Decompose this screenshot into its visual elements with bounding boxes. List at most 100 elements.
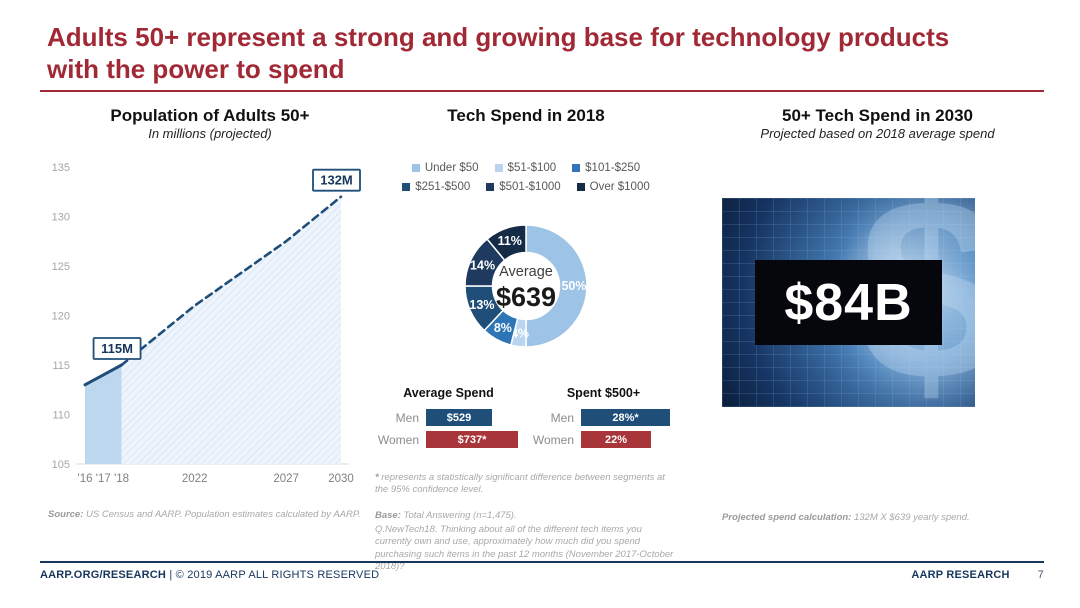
bar-track: $737* bbox=[426, 431, 522, 448]
legend-item: Under $50 bbox=[411, 162, 479, 175]
base-label: Base: bbox=[375, 510, 401, 521]
legend-swatch bbox=[576, 183, 585, 192]
spend-2030-subtitle: Projected based on 2018 average spend bbox=[760, 126, 995, 142]
donut-segment-label: 4% bbox=[511, 327, 529, 341]
bar-track: 28%* bbox=[581, 409, 677, 426]
population-section: Population of Adults 50+ In millions (pr… bbox=[40, 105, 380, 520]
bar-row: Women 22% bbox=[530, 431, 677, 448]
population-source-note: Source: US Census and AARP. Population e… bbox=[48, 509, 378, 521]
legend-label: Over $1000 bbox=[589, 181, 650, 194]
gender-bar-charts: Average Spend Men $529 Women $737* Spent $50… bbox=[375, 386, 677, 453]
footer-brand: AARP.ORG/RESEARCH bbox=[40, 569, 167, 581]
x-axis-tick: '17 bbox=[96, 473, 111, 485]
legend-item: Over $1000 bbox=[576, 181, 650, 194]
spent-500-chart: Spent $500+ Men 28%* Women 22% bbox=[530, 386, 677, 453]
legend-label: $501-$1000 bbox=[499, 181, 561, 194]
legend-swatch bbox=[402, 183, 411, 192]
donut-segment-label: 13% bbox=[469, 298, 494, 312]
average-spend-chart: Average Spend Men $529 Women $737* bbox=[375, 386, 522, 453]
y-axis-tick: 120 bbox=[52, 311, 70, 323]
y-axis-tick: 125 bbox=[52, 261, 70, 273]
x-axis-tick: '18 bbox=[114, 473, 129, 485]
legend-label: $251-$500 bbox=[415, 181, 471, 194]
big-value: $84B bbox=[784, 273, 913, 332]
big-value-box: $84B bbox=[755, 260, 942, 345]
base-note: Base: Total Answering (n=1,475). bbox=[375, 510, 675, 522]
donut-segment bbox=[525, 224, 588, 349]
legend-label: $51-$100 bbox=[507, 162, 557, 175]
bar-category-label: Men bbox=[550, 410, 574, 425]
calculation-note: Projected spend calculation: 132M X $639… bbox=[722, 512, 1037, 524]
data-label: 115M bbox=[101, 341, 133, 356]
legend-item: $101-$250 bbox=[572, 162, 640, 174]
x-axis-tick: 2030 bbox=[328, 473, 354, 485]
footer-copyright: | © 2019 AARP ALL RIGHTS RESERVED bbox=[166, 569, 380, 581]
bar-track: $529 bbox=[426, 409, 522, 426]
bar-row: Men 28%* bbox=[530, 409, 677, 426]
legend-item: $51-$100 bbox=[494, 162, 557, 175]
bar: 22% bbox=[581, 431, 651, 448]
bar-chart-title: Spent $500+ bbox=[566, 386, 641, 400]
asterisk: * bbox=[375, 472, 379, 483]
x-axis-tick: 2027 bbox=[273, 473, 299, 485]
legend-row: $251-$500 $501-$1000 Over $1000 bbox=[375, 181, 677, 193]
donut-segment-label: 14% bbox=[470, 259, 495, 273]
bar-category-label: Women bbox=[377, 432, 419, 447]
data-label-box bbox=[92, 337, 142, 361]
y-axis-tick: 110 bbox=[52, 410, 70, 422]
legend-item: $501-$1000 bbox=[486, 181, 561, 194]
source-label: Source: bbox=[48, 509, 84, 520]
legend-item: $251-$500 bbox=[402, 181, 470, 193]
donut-segment-label: 11% bbox=[498, 234, 522, 248]
bar-chart-title: Average Spend bbox=[403, 386, 494, 400]
tech-spend-title: Tech Spend in 2018 bbox=[447, 106, 605, 125]
spend-2030-section: 50+ Tech Spend in 2030 Projected based o… bbox=[710, 105, 1045, 523]
legend-swatch bbox=[572, 164, 581, 173]
donut-legend: Under $50 $51-$100 $101-$250 $251-$500 $501-… bbox=[375, 162, 677, 193]
donut-center-label: Average bbox=[499, 264, 553, 280]
bar-row: Women $737* bbox=[375, 431, 522, 448]
footer-divider bbox=[40, 561, 1044, 563]
y-axis-tick: 135 bbox=[52, 162, 70, 174]
projection-area bbox=[121, 196, 341, 465]
bar-row: Men $529 bbox=[375, 409, 522, 426]
population-chart-title: Population of Adults 50+ bbox=[110, 106, 310, 125]
tech-spend-donut-chart: 50% 4%8%13% 14%11% Average $639 bbox=[464, 224, 588, 349]
bar: $529 bbox=[426, 409, 492, 426]
bar: $737* bbox=[426, 431, 518, 448]
bar-value-label: 28%* bbox=[612, 411, 639, 424]
legend-swatch bbox=[411, 164, 420, 173]
bar-category-label: Women bbox=[532, 432, 574, 447]
legend-label: $101-$250 bbox=[585, 162, 641, 175]
footer-left: AARP.ORG/RESEARCH | © 2019 AARP ALL RIGH… bbox=[40, 569, 379, 581]
history-line bbox=[83, 363, 124, 387]
title-underline bbox=[40, 90, 1044, 92]
legend-swatch bbox=[486, 183, 495, 192]
donut-segment-label: 8% bbox=[494, 321, 512, 335]
population-line-chart: 105 110 115 120 125 130 135 '16'17'18 2022 2027 20… bbox=[52, 162, 361, 485]
donut-segment bbox=[486, 224, 527, 262]
population-chart-subtitle: In millions (projected) bbox=[148, 126, 272, 142]
legend-swatch bbox=[494, 164, 503, 173]
legend-label: Under $50 bbox=[424, 162, 479, 175]
bar-value-label: 22% bbox=[604, 433, 628, 446]
y-axis-tick: 115 bbox=[52, 360, 70, 372]
footer-right: AARP RESEARCH 7 bbox=[911, 569, 1044, 581]
source-text: US Census and AARP. Population estimates… bbox=[83, 509, 361, 520]
slide-footer: AARP.ORG/RESEARCH | © 2019 AARP ALL RIGH… bbox=[40, 569, 1044, 581]
significance-note: * represents a statistically significant… bbox=[375, 472, 675, 497]
footer-research-label: AARP RESEARCH bbox=[911, 569, 1010, 581]
calculation-text: 132M X $639 yearly spend. bbox=[851, 512, 970, 523]
spend-2030-title: 50+ Tech Spend in 2030 bbox=[781, 106, 974, 125]
tech-spend-section: Tech Spend in 2018 Under $50 $51-$100 $101… bbox=[375, 105, 677, 572]
calculation-label: Projected spend calculation: bbox=[722, 512, 852, 523]
circuit-board-image: $ $84B bbox=[722, 198, 975, 407]
slide-title: Adults 50+ represent a strong and growin… bbox=[47, 22, 950, 84]
base-text: Total Answering (n=1,475). bbox=[400, 510, 517, 521]
data-label-box bbox=[312, 169, 361, 192]
significance-text: represents a statistically significant d… bbox=[375, 472, 665, 496]
legend-row: Under $50 $51-$100 $101-$250 bbox=[375, 162, 677, 174]
data-label: 132M bbox=[320, 173, 353, 188]
survey-question-note: Q.NewTech18. Thinking about all of the d… bbox=[375, 524, 674, 573]
